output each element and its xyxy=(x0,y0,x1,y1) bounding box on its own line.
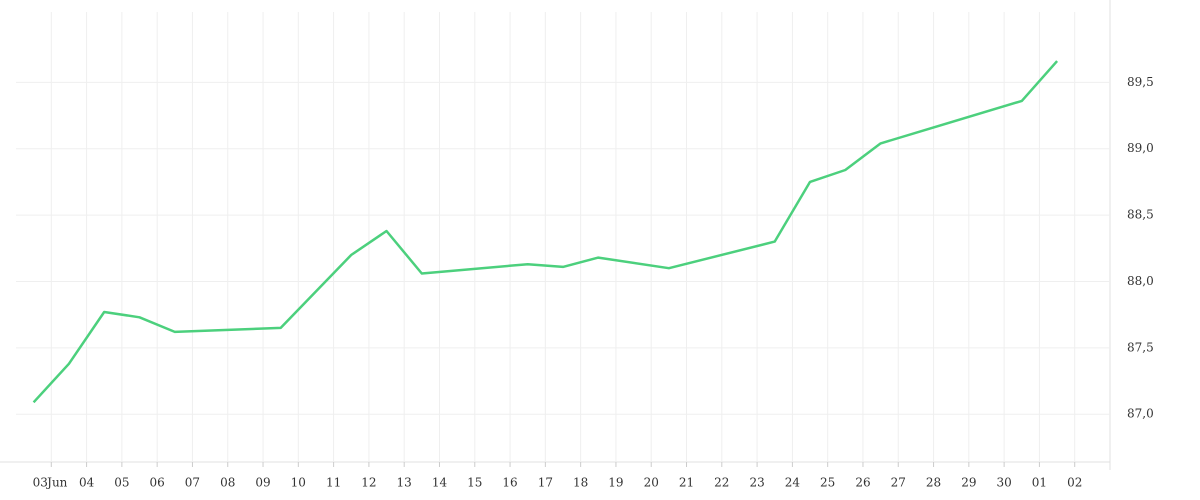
x-tick-label: 03 xyxy=(33,476,48,490)
line xyxy=(32,60,1059,404)
y-tick-label: 87,0 xyxy=(1127,407,1154,421)
x-tick-label: 27 xyxy=(891,476,906,490)
y-tick-label: 87,5 xyxy=(1127,340,1154,354)
y-tick-label: 89,5 xyxy=(1127,75,1154,89)
x-tick-label: 20 xyxy=(644,476,659,490)
x-tick-label: 28 xyxy=(926,476,941,490)
y-tick-label: 88,0 xyxy=(1127,274,1154,288)
x-tick-label: 02 xyxy=(1067,476,1082,490)
x-tick-label: 08 xyxy=(220,476,235,490)
x-tick-label: 16 xyxy=(502,476,517,490)
y-tick-label: 89,0 xyxy=(1127,141,1154,155)
x-tick-label: 01 xyxy=(1032,476,1047,490)
x-tick-label: 24 xyxy=(785,476,801,490)
month-label: Jun xyxy=(45,476,68,490)
x-tick-label: 10 xyxy=(291,476,306,490)
y-tick-label: 88,5 xyxy=(1127,208,1154,222)
x-tick-label: 18 xyxy=(573,476,588,490)
x-tick-label: 11 xyxy=(326,476,341,490)
x-tick-label: 12 xyxy=(361,476,376,490)
x-tick-label: 29 xyxy=(961,476,976,490)
x-tick-label: 04 xyxy=(79,476,95,490)
x-tick-label: 17 xyxy=(538,476,553,490)
x-tick-label: 26 xyxy=(855,476,870,490)
x-tick-label: 15 xyxy=(467,476,482,490)
x-tick-label: 13 xyxy=(397,476,412,490)
x-tick-label: 14 xyxy=(432,476,448,490)
x-tick-label: 25 xyxy=(820,476,835,490)
x-tick-label: 19 xyxy=(608,476,623,490)
x-tick-label: 05 xyxy=(114,476,129,490)
x-tick-label: 30 xyxy=(996,476,1011,490)
x-tick-label: 23 xyxy=(749,476,764,490)
x-tick-label: 22 xyxy=(714,476,729,490)
x-tick-label: 21 xyxy=(679,476,694,490)
x-tick-label: 07 xyxy=(185,476,200,490)
x-tick-label: 09 xyxy=(255,476,270,490)
x-tick-label: 06 xyxy=(150,476,165,490)
